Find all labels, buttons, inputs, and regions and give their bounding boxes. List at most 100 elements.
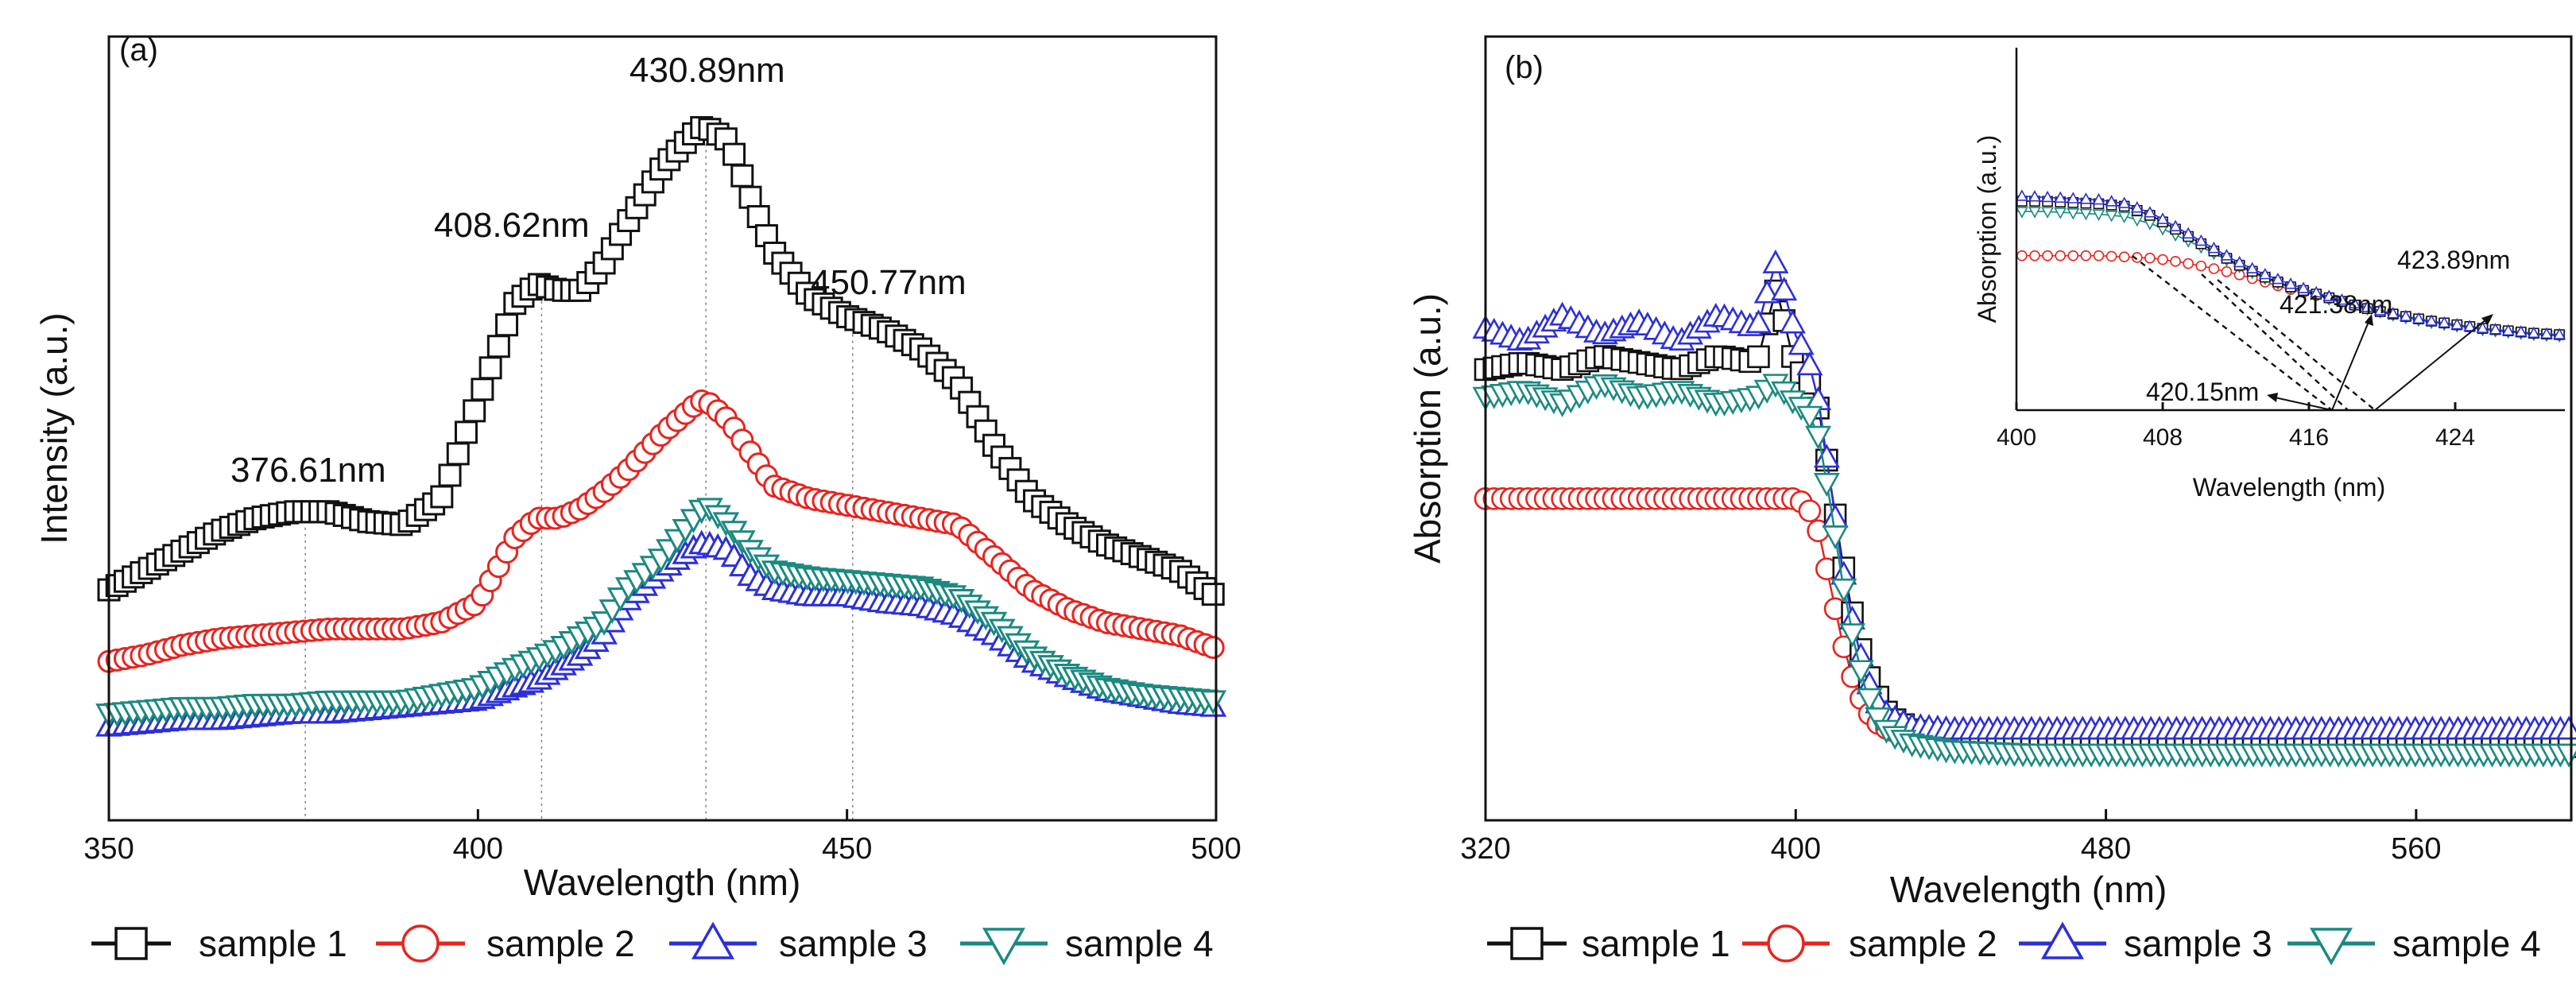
data-point xyxy=(2015,189,2028,201)
data-point xyxy=(2258,267,2272,280)
panel-b-label: (b) xyxy=(1505,50,1544,85)
square-marker-icon xyxy=(1510,927,1544,960)
data-point xyxy=(2182,227,2195,239)
a-series-group xyxy=(95,116,1227,737)
data-point xyxy=(2220,249,2233,261)
data-point xyxy=(2169,219,2183,231)
annotation-408-62: 408.62nm xyxy=(434,206,590,245)
data-point xyxy=(1839,623,1866,648)
data-point xyxy=(1199,690,1227,715)
data-point xyxy=(1201,583,1225,606)
data-point xyxy=(446,442,470,466)
data-point xyxy=(430,485,454,509)
a-y-axis-title: Intensity (a.u.) xyxy=(33,312,75,544)
data-point xyxy=(2540,327,2553,339)
data-point xyxy=(2297,281,2311,293)
data-point xyxy=(2463,320,2477,331)
data-point xyxy=(2041,190,2055,203)
data-point xyxy=(495,313,519,337)
legend-label-sample-3: sample 3 xyxy=(2124,923,2272,964)
data-point xyxy=(1779,309,1806,334)
data-point xyxy=(454,420,478,444)
data-point xyxy=(2105,250,2117,262)
legend-label-sample-4: sample 4 xyxy=(1065,923,1214,964)
data-point xyxy=(2284,277,2297,289)
data-point xyxy=(2117,211,2131,224)
x-tick-label: 408 xyxy=(2143,424,2183,451)
x-tick-label: 350 xyxy=(83,832,134,866)
data-point xyxy=(730,164,754,188)
legend-label-sample-3: sample 3 xyxy=(779,923,928,964)
arrowhead-icon xyxy=(2481,314,2493,325)
inset-series-group xyxy=(2015,189,2566,343)
inset-y-axis-title: Absorption (a.u.) xyxy=(1973,135,2001,324)
x-tick-label: 400 xyxy=(453,832,503,866)
data-point xyxy=(2245,262,2259,273)
annotation-421-38: 421.38nm xyxy=(2280,290,2392,319)
data-point xyxy=(2194,234,2208,246)
data-point xyxy=(1747,345,1770,369)
data-point xyxy=(2118,251,2130,262)
arrow-420-15 xyxy=(2274,397,2333,411)
data-point xyxy=(2080,250,2092,262)
data-point xyxy=(2055,250,2066,262)
panel-a-label: (a) xyxy=(119,33,158,68)
legend-item-sample-2: sample 2 xyxy=(1742,923,1997,964)
data-point xyxy=(2093,250,2105,262)
data-point xyxy=(2130,200,2144,213)
circle-marker-icon xyxy=(401,924,440,963)
data-point xyxy=(2450,317,2464,330)
inset-annotations: 420.15nm 421.38nm 423.89nm xyxy=(2146,246,2510,411)
series-sample-4 xyxy=(1472,374,2576,768)
inset-x-axis-title: Wavelength (nm) xyxy=(2193,473,2385,502)
data-point xyxy=(2067,207,2080,220)
legend-item-sample-3: sample 3 xyxy=(669,921,928,964)
data-point xyxy=(738,185,762,209)
triangle-up-marker-icon xyxy=(2040,921,2085,959)
data-point xyxy=(2157,254,2168,265)
data-point xyxy=(2233,255,2246,268)
data-point xyxy=(2399,309,2412,322)
annotation-430-89: 430.89nm xyxy=(629,51,785,90)
data-point xyxy=(1771,277,1798,301)
inset-series-sample-3 xyxy=(2015,189,2566,339)
legend-item-sample-1: sample 1 xyxy=(91,923,347,964)
data-point xyxy=(1847,660,1874,684)
data-point xyxy=(1788,331,1815,355)
data-point xyxy=(722,142,746,166)
data-point xyxy=(2015,207,2028,219)
data-point xyxy=(2425,314,2438,326)
b-x-ticks: 320 400 480 560 xyxy=(1460,809,2442,866)
legend-label-sample-2: sample 2 xyxy=(486,923,635,964)
data-point xyxy=(1865,707,1892,732)
data-point xyxy=(2348,296,2361,309)
data-point xyxy=(2054,207,2067,219)
data-point xyxy=(1201,635,1225,659)
data-point xyxy=(2514,325,2528,337)
data-point xyxy=(1753,279,1780,304)
data-point xyxy=(463,399,486,423)
annotation-450-77: 450.77nm xyxy=(811,263,966,302)
x-tick-label: 416 xyxy=(2289,424,2329,451)
x-tick-label: 400 xyxy=(1997,424,2036,451)
b-legend: sample 1 sample 2 sample 3 sample 4 xyxy=(1487,921,2541,966)
data-point xyxy=(2221,266,2233,277)
data-point xyxy=(2208,263,2220,274)
data-point xyxy=(1796,405,1823,430)
x-tick-label: 450 xyxy=(822,832,872,866)
data-point xyxy=(2028,207,2041,219)
data-point xyxy=(2079,192,2093,204)
data-point xyxy=(478,356,502,380)
panel-a: (a) 350 400 450 500 Wavelength (nm) Intensi… xyxy=(33,33,1242,966)
series-line xyxy=(1486,498,2571,745)
data-point xyxy=(1813,473,1840,498)
data-point xyxy=(438,463,462,487)
series-sample-1 xyxy=(97,116,1225,606)
data-point xyxy=(2029,250,2040,262)
legend-label-sample-4: sample 4 xyxy=(2392,923,2541,964)
series-sample-4 xyxy=(95,498,1227,728)
data-point xyxy=(2016,250,2028,262)
data-point xyxy=(2067,192,2080,203)
triangle-down-marker-icon xyxy=(982,928,1026,966)
